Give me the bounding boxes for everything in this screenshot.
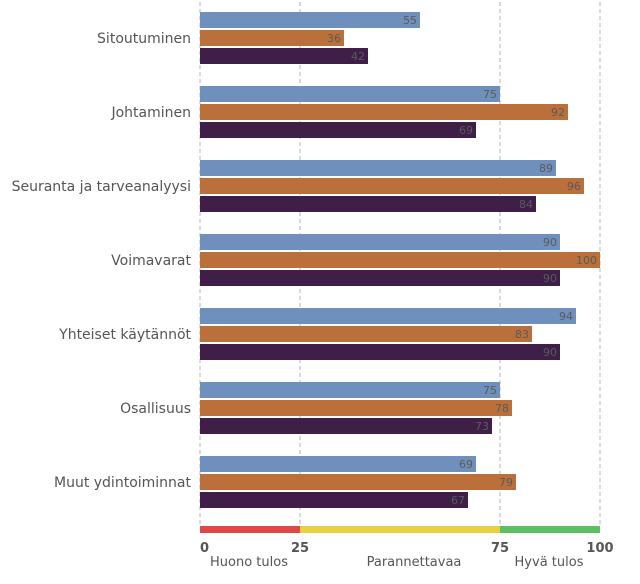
bar <box>200 48 368 64</box>
bar <box>200 492 468 508</box>
data-label: 73 <box>475 420 489 433</box>
bar <box>200 308 576 324</box>
bars: 55 36 42 75 92 69 89 96 84 90 100 90 94 83 90 75 78 73 69 7… <box>200 12 600 508</box>
data-label: 90 <box>543 346 557 359</box>
x-tick-label: 0 <box>200 541 209 556</box>
category-labels: Sitoutuminen Johtaminen Seuranta ja tarvea… <box>12 31 192 491</box>
x-tick-label: 100 <box>586 541 613 556</box>
data-label: 90 <box>543 236 557 249</box>
category-label: Johtaminen <box>110 105 191 121</box>
data-label: 79 <box>499 476 513 489</box>
x-axis-ticks: 0 25 75 100 <box>200 541 614 556</box>
bar <box>200 86 500 102</box>
category-label: Yhteiset käytännöt <box>58 327 191 343</box>
bar <box>200 270 560 286</box>
data-label: 36 <box>327 32 341 45</box>
data-label: 67 <box>451 494 465 507</box>
data-label: 69 <box>459 458 473 471</box>
data-label: 69 <box>459 124 473 137</box>
data-label: 90 <box>543 272 557 285</box>
category-label: Osallisuus <box>120 401 191 417</box>
data-label: 42 <box>351 50 365 63</box>
bar <box>200 178 584 194</box>
bar <box>200 12 420 28</box>
score-zones: Huono tulos Parannettavaa Hyvä tulos <box>200 526 600 570</box>
data-label: 78 <box>495 402 509 415</box>
bar <box>200 160 556 176</box>
data-label: 84 <box>519 198 533 211</box>
category-label: Seuranta ja tarveanalyysi <box>12 179 191 195</box>
category-label: Voimavarat <box>111 253 191 269</box>
x-tick-label: 75 <box>491 541 509 556</box>
zone-label: Huono tulos <box>210 555 288 570</box>
category-label: Sitoutuminen <box>97 31 191 47</box>
data-label: 55 <box>403 14 417 27</box>
data-label: 96 <box>567 180 581 193</box>
bar <box>200 382 500 398</box>
bar <box>200 196 536 212</box>
data-label: 83 <box>515 328 529 341</box>
bar <box>200 234 560 250</box>
data-label: 75 <box>483 384 497 397</box>
bar <box>200 122 476 138</box>
zone-label: Parannettavaa <box>367 555 462 570</box>
bar <box>200 252 600 268</box>
bar <box>200 30 344 46</box>
data-label: 94 <box>559 310 573 323</box>
bar <box>200 326 532 342</box>
bar <box>200 474 516 490</box>
bar <box>200 418 492 434</box>
data-label: 100 <box>576 254 597 267</box>
bar <box>200 456 476 472</box>
data-label: 89 <box>539 162 553 175</box>
bar <box>200 104 568 120</box>
zone-label: Hyvä tulos <box>515 555 584 570</box>
x-tick-label: 25 <box>291 541 309 556</box>
score-zone-band <box>200 526 300 533</box>
bar <box>200 400 512 416</box>
data-label: 75 <box>483 88 497 101</box>
bar <box>200 344 560 360</box>
data-label: 92 <box>551 106 565 119</box>
score-zone-band <box>300 526 500 533</box>
category-label: Muut ydintoiminnat <box>54 475 191 491</box>
score-zone-band <box>500 526 600 533</box>
